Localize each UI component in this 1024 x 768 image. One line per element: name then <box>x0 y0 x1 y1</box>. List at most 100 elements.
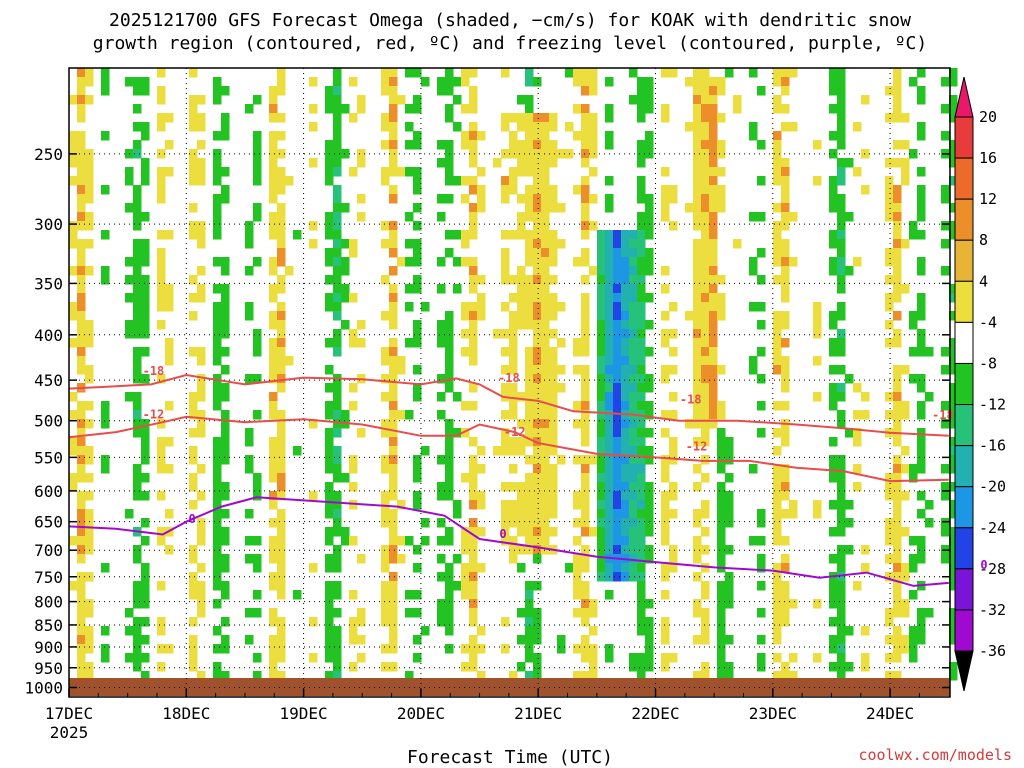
omega-cell <box>621 302 630 312</box>
omega-cell <box>853 167 862 177</box>
omega-cell <box>549 419 558 429</box>
omega-cell <box>837 212 846 222</box>
omega-cell <box>101 86 110 96</box>
omega-cell <box>573 68 582 78</box>
omega-cell <box>709 266 718 276</box>
omega-cell <box>757 635 766 645</box>
omega-cell <box>157 167 166 177</box>
omega-cell <box>533 230 542 240</box>
omega-cell <box>629 95 638 105</box>
omega-cell <box>621 239 630 249</box>
omega-cell <box>189 104 198 114</box>
omega-cell <box>885 608 894 618</box>
omega-cell <box>157 68 166 78</box>
omega-cell <box>341 473 350 483</box>
omega-cell <box>661 500 670 510</box>
omega-cell <box>637 383 646 393</box>
omega-cell <box>725 581 734 591</box>
omega-cell <box>125 167 134 177</box>
omega-cell <box>669 392 678 402</box>
colorbar-segment <box>954 568 974 611</box>
omega-cell <box>477 626 486 636</box>
omega-cell <box>333 626 342 636</box>
omega-cell <box>541 374 550 384</box>
omega-cell <box>413 383 422 393</box>
omega-cell <box>461 563 470 573</box>
omega-cell <box>469 554 478 564</box>
omega-cell <box>573 563 582 573</box>
omega-cell <box>277 113 286 123</box>
omega-cell <box>629 275 638 285</box>
omega-cell <box>701 662 710 672</box>
omega-cell <box>709 122 718 132</box>
omega-cell <box>837 221 846 231</box>
omega-cell <box>645 554 654 564</box>
omega-cell <box>389 554 398 564</box>
omega-cell <box>333 581 342 591</box>
omega-cell <box>325 230 334 240</box>
omega-cell <box>533 635 542 645</box>
omega-cell <box>397 95 406 105</box>
omega-cell <box>533 266 542 276</box>
omega-cell <box>333 122 342 132</box>
omega-cell <box>333 635 342 645</box>
omega-cell <box>613 248 622 258</box>
omega-cell <box>629 248 638 258</box>
omega-cell <box>389 266 398 276</box>
omega-cell <box>717 437 726 447</box>
omega-cell <box>213 581 222 591</box>
omega-cell <box>333 662 342 672</box>
omega-cell <box>189 500 198 510</box>
omega-cell <box>757 509 766 519</box>
omega-cell <box>69 131 78 141</box>
omega-cell <box>445 347 454 357</box>
omega-cell <box>829 662 838 672</box>
omega-cell <box>701 212 710 222</box>
omega-cell <box>413 635 422 645</box>
omega-cell <box>781 401 790 411</box>
omega-cell <box>565 122 574 132</box>
colorbar-segment <box>954 198 974 241</box>
omega-cell <box>85 635 94 645</box>
omega-cell <box>381 419 390 429</box>
omega-cell <box>781 365 790 375</box>
omega-cell <box>661 491 670 501</box>
omega-cell <box>309 563 318 573</box>
omega-cell <box>213 149 222 159</box>
omega-cell <box>629 284 638 294</box>
omega-cell <box>221 185 230 195</box>
omega-cell <box>773 617 782 627</box>
omega-cell <box>221 437 230 447</box>
omega-cell <box>469 203 478 213</box>
omega-cell <box>213 302 222 312</box>
omega-cell <box>157 626 166 636</box>
omega-cell <box>133 356 142 366</box>
omega-cell <box>221 482 230 492</box>
omega-cell <box>589 455 598 465</box>
omega-cell <box>645 320 654 330</box>
omega-cell <box>709 149 718 159</box>
omega-cell <box>757 563 766 573</box>
omega-cell <box>509 347 518 357</box>
omega-cell <box>581 302 590 312</box>
omega-cell <box>141 122 150 132</box>
omega-cell <box>389 104 398 114</box>
omega-cell <box>189 95 198 105</box>
omega-cell <box>669 410 678 420</box>
omega-cell <box>69 581 78 591</box>
omega-cell <box>413 104 422 114</box>
omega-cell <box>269 311 278 321</box>
omega-cell <box>165 167 174 177</box>
omega-cell <box>597 266 606 276</box>
omega-cell <box>605 536 614 546</box>
omega-cell <box>749 266 758 276</box>
omega-cell <box>629 230 638 240</box>
omega-cell <box>941 185 950 195</box>
omega-cell <box>445 113 454 123</box>
omega-cell <box>573 554 582 564</box>
omega-cell <box>781 554 790 564</box>
omega-cell <box>445 617 454 627</box>
omega-cell <box>837 140 846 150</box>
omega-cell <box>917 131 926 141</box>
omega-cell <box>125 392 134 402</box>
